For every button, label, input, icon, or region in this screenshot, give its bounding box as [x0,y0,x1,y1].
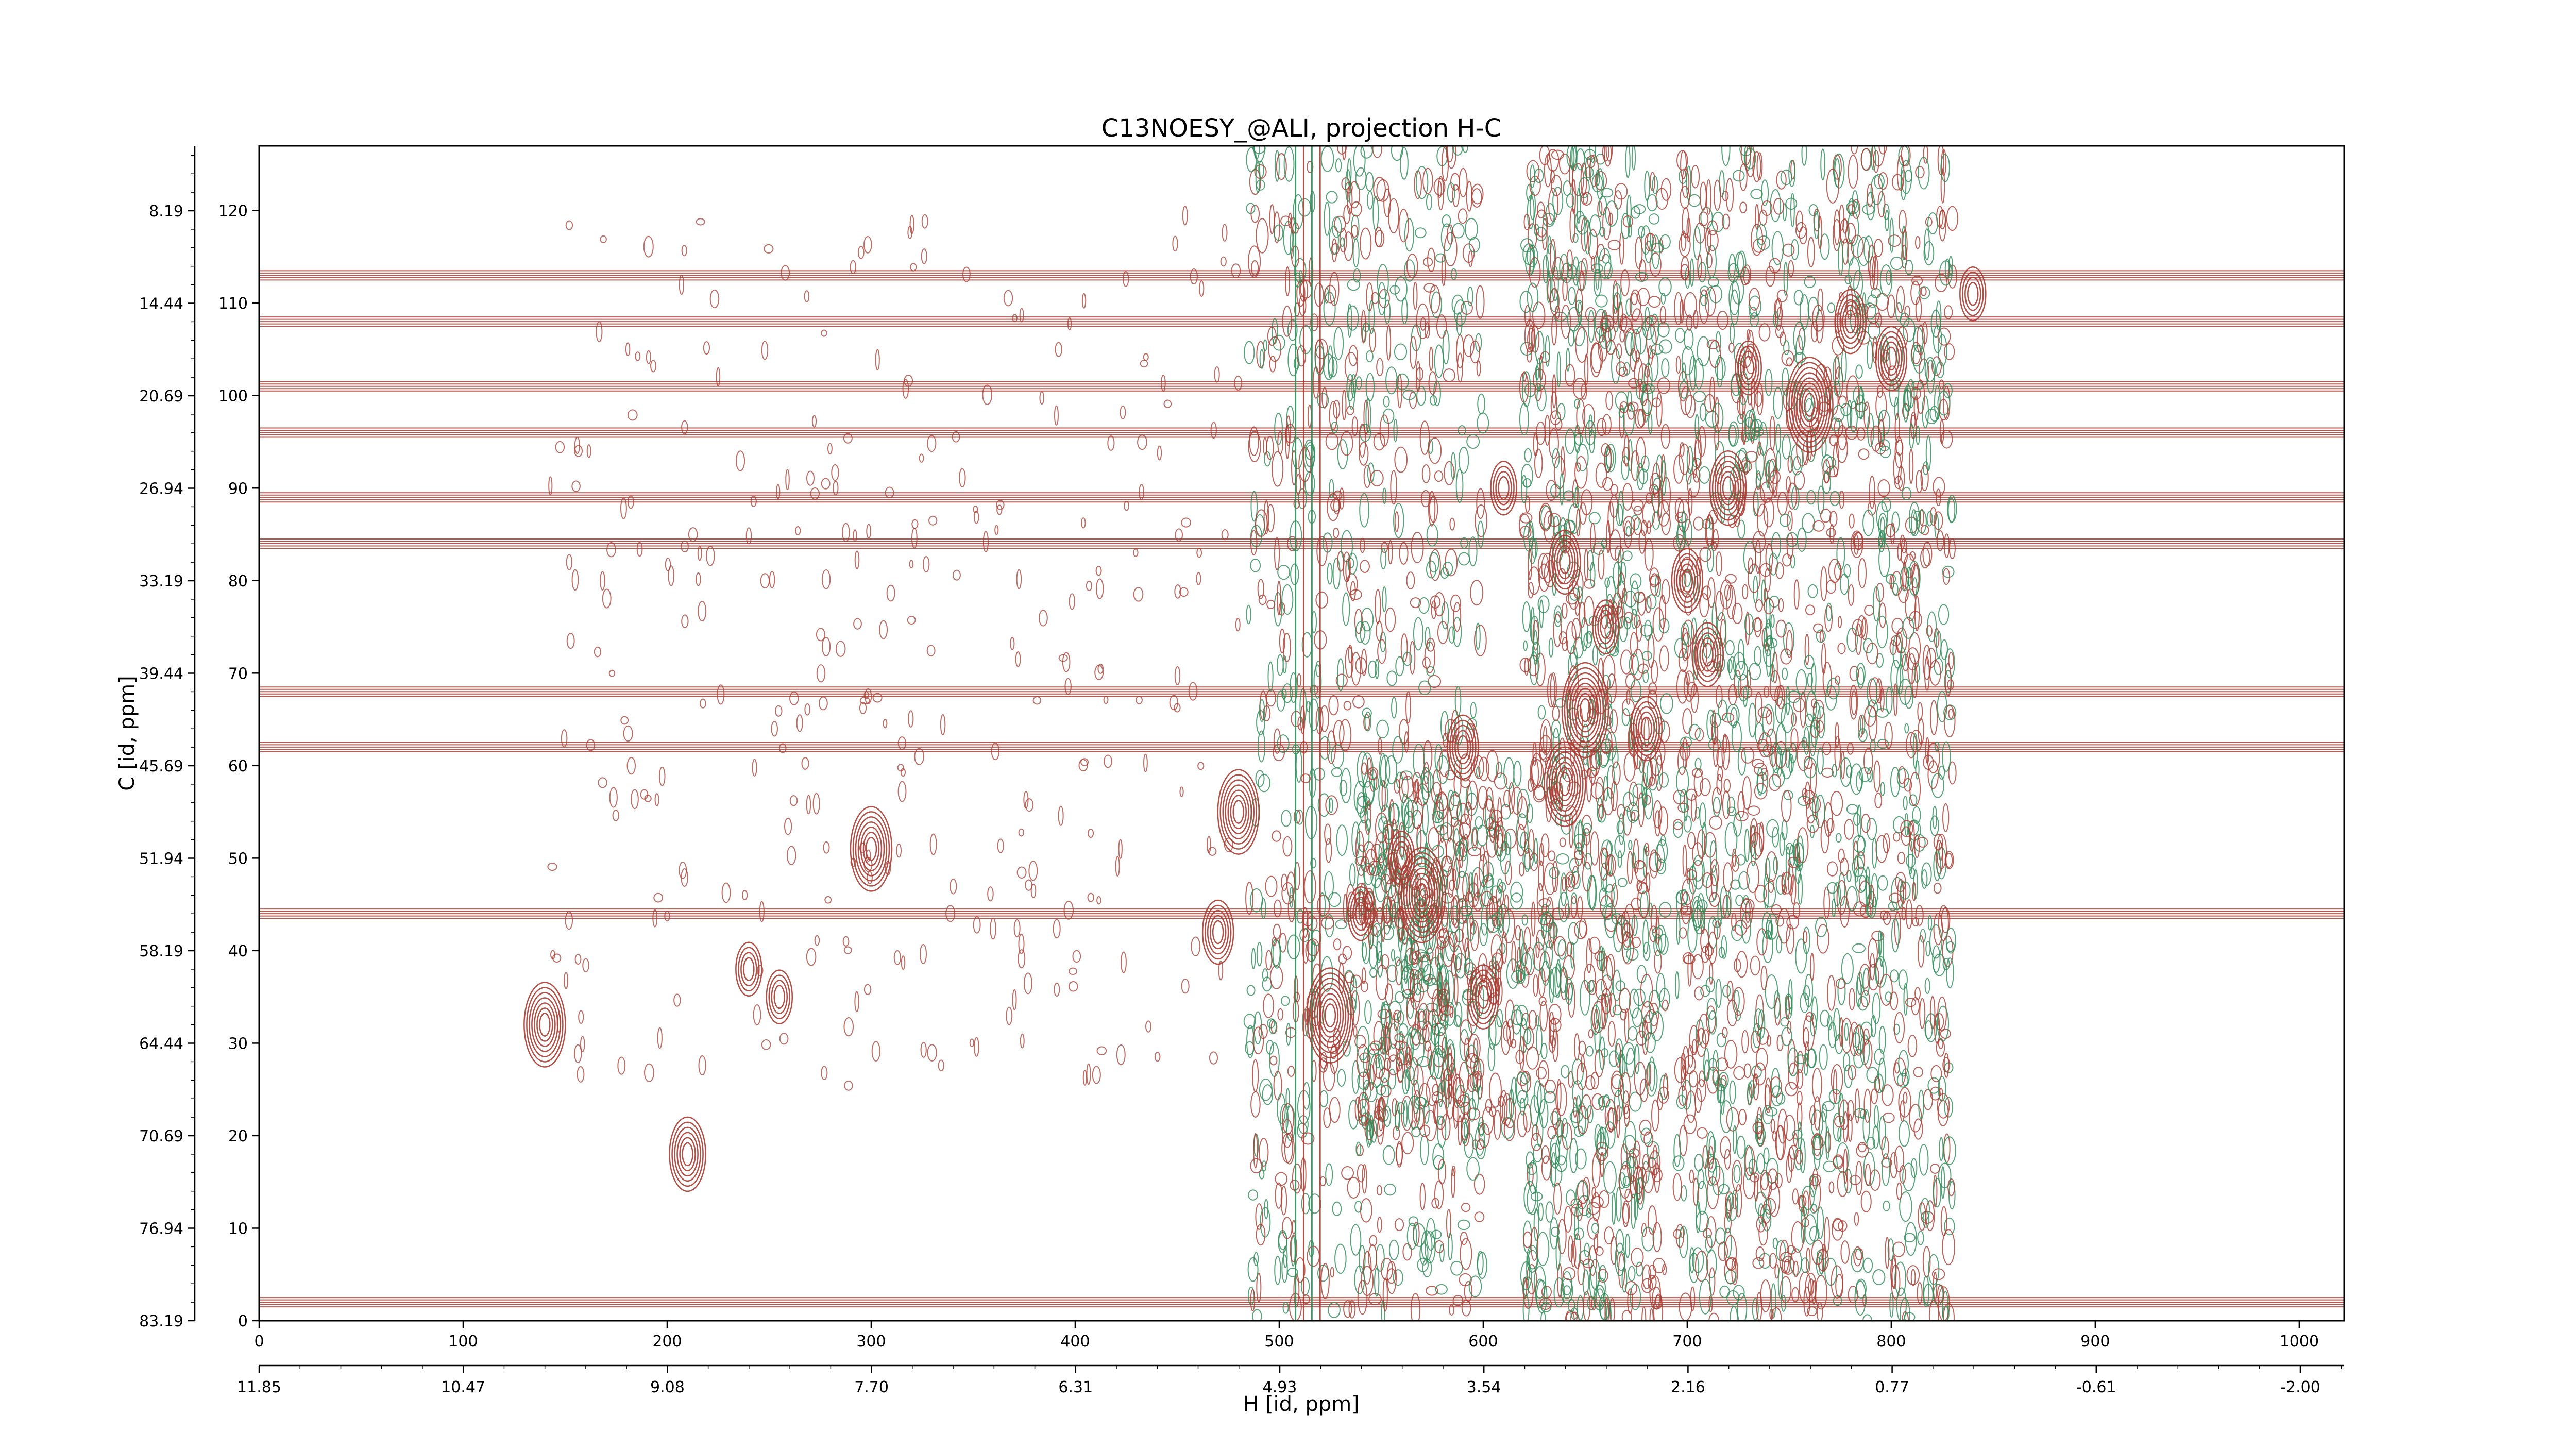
contour-area [259,146,2344,1321]
x-point-axis: 0 100 200 300 400 500 600 700 800 900 1000 [254,1321,2319,1351]
y-tick-label: 40 [228,942,248,961]
x-ppm-tick-label: 9.08 [650,1378,685,1396]
y-tick-label: 0 [238,1312,248,1330]
y-tick-label: 60 [228,757,248,776]
y-ppm-axis: 83.19 76.94 70.69 64.44 58.19 51.94 45.69 39.44… [139,146,196,1330]
x-ppm-tick-label: 2.16 [1671,1378,1705,1396]
peak [1388,831,1415,886]
y-ppm-tick-label: 39.44 [139,665,183,683]
y-ppm-tick-label: 58.19 [139,942,183,961]
peak [1735,340,1762,396]
peak [766,969,793,1024]
peak [1709,450,1747,526]
peak [523,982,566,1068]
y-ppm-tick-label: 26.94 [139,480,183,498]
x-ppm-tick-label: 0.77 [1875,1378,1909,1396]
peak [1834,289,1867,355]
y-ppm-tick-label: 45.69 [139,757,183,776]
y-tick-label: 80 [228,572,248,591]
horizontal-streak [259,381,2344,392]
peak [1549,529,1581,595]
horizontal-streak [259,316,2344,327]
peak [1630,696,1663,762]
peak [669,1116,706,1192]
peak [1467,964,1500,1030]
horizontal-streak [259,427,2344,438]
x-tick-label: 300 [856,1333,886,1351]
x-tick-label: 400 [1060,1333,1090,1351]
peak [1561,662,1609,759]
x-ppm-axis: 11.85 10.47 9.08 7.70 6.31 4.93 3.54 2.16 0.77 -0… [237,1364,2344,1396]
y-ppm-tick-label: 14.44 [139,295,183,313]
peak [1875,326,1908,392]
peak [1398,847,1446,943]
x-ppm-tick-label: 7.70 [854,1378,889,1396]
x-tick-label: 500 [1264,1333,1294,1351]
x-tick-label: 200 [652,1333,682,1351]
y-point-axis: 0 10 20 30 40 50 60 70 80 90 100 110 120 [218,203,259,1330]
y-ppm-tick-label: 33.19 [139,572,183,591]
x-tick-label: 700 [1672,1333,1702,1351]
y-ppm-tick-label: 8.19 [149,203,183,221]
x-tick-label: 800 [1876,1333,1906,1351]
x-ppm-tick-label: 11.85 [237,1378,281,1396]
water-ridge [1295,146,1321,1321]
peak [1201,899,1234,965]
contour-band [1243,146,1489,1321]
y-ppm-tick-label: 51.94 [139,850,183,868]
x-tick-label: 0 [254,1333,264,1351]
chart-title: C13NOESY_@ALI, projection H-C [1101,114,1502,143]
x-tick-label: 900 [2080,1333,2110,1351]
horizontal-streak [259,908,2344,919]
y-tick-label: 110 [218,295,248,313]
y-ppm-tick-label: 64.44 [139,1035,183,1053]
x-tick-label: 600 [1468,1333,1498,1351]
contour-band [1354,750,1530,1149]
peak [1959,266,1987,322]
y-tick-label: 50 [228,850,248,868]
y-tick-label: 10 [228,1220,248,1238]
y-ppm-tick-label: 76.94 [139,1220,183,1238]
peak [1447,714,1479,780]
horizontal-streak [259,742,2344,752]
peak [1786,357,1834,453]
y-ppm-tick-label: 70.69 [139,1127,183,1145]
peak [1691,622,1724,687]
contour-band [1672,146,1959,1321]
x-ppm-tick-label: -0.61 [2076,1378,2116,1396]
x-ppm-tick-label: 3.54 [1467,1378,1501,1396]
peak [735,941,762,997]
y-axis-label: C [id, ppm] [115,676,139,791]
peak [1347,886,1375,941]
y-tick-label: 100 [218,387,248,406]
x-axis-label: H [id, ppm] [1243,1392,1360,1416]
y-tick-label: 30 [228,1035,248,1053]
x-tick-label: 1000 [2280,1333,2319,1351]
horizontal-streak [259,492,2344,503]
x-ppm-tick-label: 4.93 [1263,1378,1297,1396]
y-ppm-tick-label: 83.19 [139,1312,183,1330]
peak [1490,461,1517,516]
x-ppm-tick-label: -2.00 [2280,1378,2320,1396]
peak [850,806,893,892]
peak [1544,741,1586,827]
y-ppm-tick-label: 20.69 [139,387,183,406]
y-tick-label: 120 [218,203,248,221]
x-tick-label: 100 [448,1333,478,1351]
peak [1592,599,1619,654]
noise-contours [547,205,1243,1091]
y-tick-label: 70 [228,665,248,683]
y-tick-label: 90 [228,480,248,498]
peak [1217,769,1260,855]
peak [1306,967,1354,1064]
peak [1671,548,1704,614]
x-ppm-tick-label: 10.47 [441,1378,485,1396]
plot-frame [258,145,2345,1322]
y-tick-label: 20 [228,1127,248,1145]
x-ppm-tick-label: 6.31 [1058,1378,1093,1396]
